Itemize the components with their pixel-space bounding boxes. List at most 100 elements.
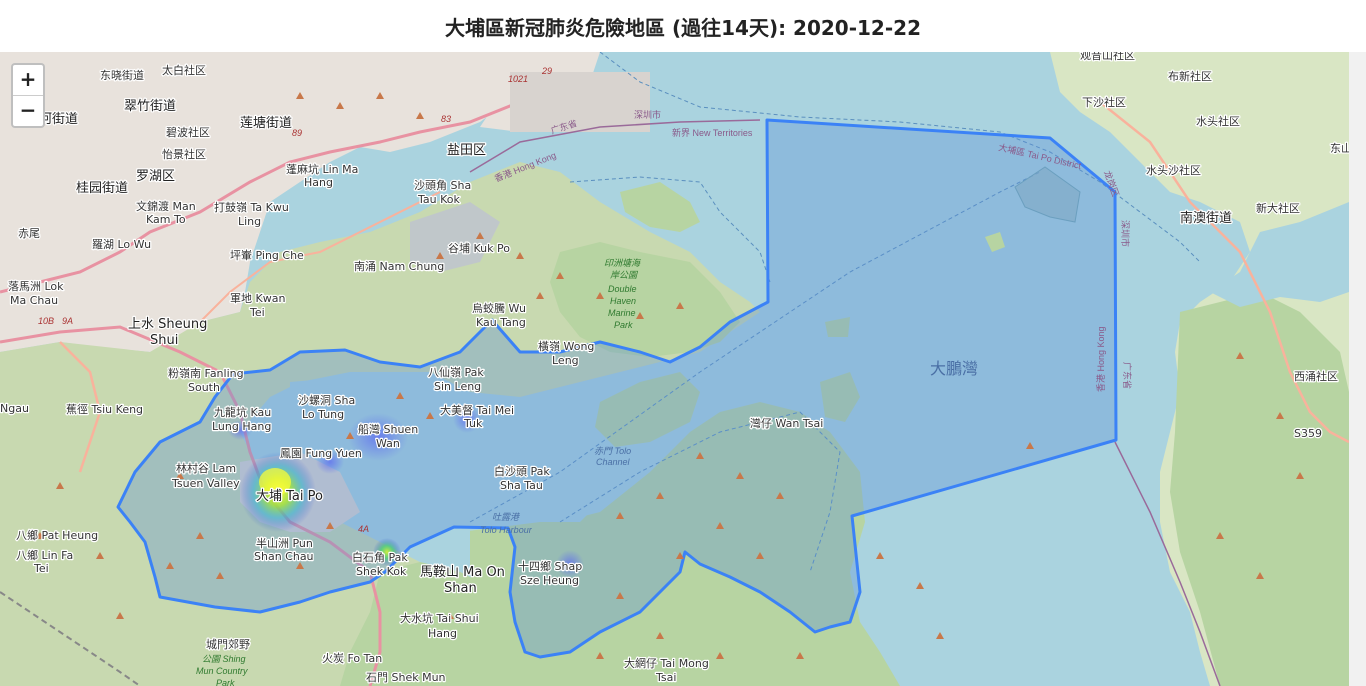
place-label: 白沙頭 Pak xyxy=(494,464,550,478)
place-label: 石門 Shek Mun xyxy=(366,671,446,684)
place-label: 八鄉 Lin Fa xyxy=(16,549,73,562)
place-label: 船灣 Shuen xyxy=(358,422,418,436)
place-label: 馬鞍山 Ma On xyxy=(420,564,505,580)
water-label: 吐露港 xyxy=(492,512,521,522)
place-label: 文錦渡 Man xyxy=(136,199,196,213)
map-title-bar: 大埔區新冠肺炎危險地區 (過往14天): 2020-12-22 xyxy=(0,0,1366,52)
place-label: 碧波社区 xyxy=(166,125,210,139)
place-label: 新大社区 xyxy=(1256,201,1300,215)
place-label: Sin Leng xyxy=(434,380,481,393)
place-label: Tsuen Valley xyxy=(171,477,240,490)
place-label: 鳳園 Fung Yuen xyxy=(280,447,362,460)
place-label: 水头社区 xyxy=(1196,114,1240,128)
place-label: 大美督 Tai Mei xyxy=(440,403,514,417)
road-label: 29 xyxy=(541,66,552,76)
place-label: 蕉徑 Tsiu Keng xyxy=(66,403,143,416)
place-label: 罗湖区 xyxy=(136,169,175,184)
place-label: 水头沙社区 xyxy=(1146,163,1201,177)
place-label: 八鄉 Pat Heung xyxy=(16,529,98,542)
place-label: Sze Heung xyxy=(520,574,579,587)
park-label: Double xyxy=(608,284,637,294)
map-svg[interactable]: 大埔區 Tai Po District 大鵬灣 东晓街道 太白社区 水河街道 翠… xyxy=(0,52,1349,686)
park-label: Park xyxy=(216,678,235,686)
road-label: 83 xyxy=(441,114,451,124)
place-label: 林村谷 Lam xyxy=(176,461,236,475)
place-label: 赤尾 xyxy=(18,227,40,240)
place-label: 观音山社区 xyxy=(1080,52,1135,62)
zoom-control: + − xyxy=(11,63,45,128)
place-label: 沙螺洞 Sha xyxy=(298,394,355,407)
port-area xyxy=(510,72,650,132)
place-label: 太白社区 xyxy=(162,63,206,77)
place-label: 大埔 Tai Po xyxy=(256,489,323,504)
park-label: Mun Country xyxy=(196,666,248,676)
place-label: 盐田区 xyxy=(447,143,486,158)
place-label: Ngau xyxy=(0,402,29,415)
zoom-in-button[interactable]: + xyxy=(13,65,43,96)
place-label: Leng xyxy=(552,354,579,367)
place-label: 莲塘街道 xyxy=(240,115,292,131)
place-label: Lo Tung xyxy=(302,408,344,421)
place-label: 打鼓嶺 Ta Kwu xyxy=(214,200,289,214)
road-label: 1021 xyxy=(508,74,528,84)
place-label: 下沙社区 xyxy=(1082,95,1126,109)
place-label: 蓬麻坑 Lin Ma xyxy=(286,162,358,176)
place-label: 南涌 Nam Chung xyxy=(354,260,444,273)
place-label: 坪輋 Ping Che xyxy=(230,249,304,262)
place-label: 西涌社区 xyxy=(1294,369,1338,383)
place-label: Tsai xyxy=(655,671,676,684)
border-label: 香港 Hong Kong xyxy=(1095,326,1106,392)
place-label: 八仙嶺 Pak xyxy=(428,366,484,379)
vertical-scrollbar[interactable] xyxy=(1349,52,1366,686)
place-label: Shek Kok xyxy=(356,565,407,578)
place-label: 灣仔 Wan Tsai xyxy=(750,417,823,430)
place-label: 城門郊野 xyxy=(206,638,250,651)
map-title: 大埔區新冠肺炎危險地區 (過往14天): 2020-12-22 xyxy=(445,12,921,41)
place-label: 大網仔 Tai Mong xyxy=(624,656,709,670)
park-label: Haven xyxy=(610,296,636,306)
place-label: 軍地 Kwan xyxy=(230,292,285,305)
place-label: 怡景社区 xyxy=(162,147,206,161)
water-label: Channel xyxy=(596,457,631,467)
park-label: 印洲塘海 xyxy=(604,258,642,268)
place-label: South xyxy=(188,381,220,394)
water-label: 赤門 Tolo xyxy=(594,446,631,456)
place-label: 火炭 Fo Tan xyxy=(322,652,382,665)
place-label: 上水 Sheung xyxy=(128,317,207,332)
place-label: Ling xyxy=(238,215,261,228)
place-label: 半山洲 Pun xyxy=(256,536,313,550)
place-label: 羅湖 Lo Wu xyxy=(92,238,151,251)
place-label: Ma Chau xyxy=(10,294,58,307)
place-label: 大水坑 Tai Shui xyxy=(400,611,479,625)
place-label: 十四鄉 Shap xyxy=(518,559,582,573)
place-label: 粉嶺南 Fanling xyxy=(168,367,244,380)
park-label: Park xyxy=(614,320,633,330)
place-label: Tei xyxy=(33,562,49,575)
place-label: 翠竹街道 xyxy=(124,99,176,114)
place-label: Hang xyxy=(304,176,333,189)
place-label: Tei xyxy=(249,306,265,319)
place-label: Shui xyxy=(150,333,178,348)
place-label: 南澳街道 xyxy=(1180,210,1232,226)
border-label: 新界 New Territories xyxy=(672,127,753,138)
place-label: Tau Kok xyxy=(417,193,461,206)
water-label: Tolo Harbour xyxy=(480,525,533,535)
road-label: 89 xyxy=(292,128,302,138)
place-label: Lung Hang xyxy=(212,420,271,433)
place-label: 东山 xyxy=(1330,142,1349,155)
place-label: 九龍坑 Kau xyxy=(214,405,271,419)
place-label: Tuk xyxy=(463,417,483,430)
place-label: 沙頭角 Sha xyxy=(414,179,471,192)
zoom-out-button[interactable]: − xyxy=(13,96,43,126)
border-label: 深圳市 xyxy=(1120,220,1131,247)
road-label: 10B xyxy=(38,316,54,326)
place-label: 布新社区 xyxy=(1168,69,1212,83)
place-label: Shan xyxy=(444,581,477,596)
map-canvas[interactable]: 大埔區 Tai Po District 大鵬灣 东晓街道 太白社区 水河街道 翠… xyxy=(0,52,1349,686)
border-label: 广东省 xyxy=(1122,362,1133,389)
place-label: 落馬洲 Lok xyxy=(8,280,64,293)
road-label: 9A xyxy=(62,316,73,326)
place-label: Hang xyxy=(428,627,457,640)
place-label: 桂园街道 xyxy=(76,181,128,196)
sea-label-mirs-bay: 大鵬灣 xyxy=(930,359,978,378)
